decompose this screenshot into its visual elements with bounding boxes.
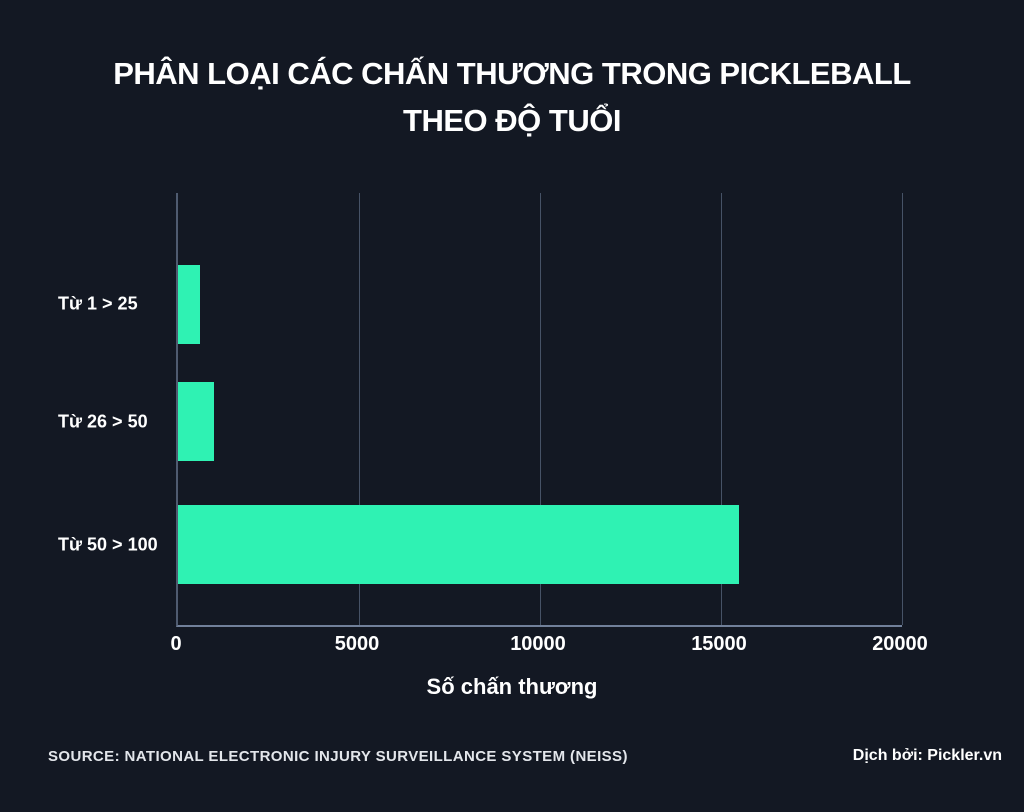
y-label-0: Từ 1 > 25 [58, 293, 138, 314]
gridline-x-10000 [539, 193, 541, 625]
bar-0 [178, 264, 200, 344]
y-label-2: Từ 50 > 100 [58, 534, 158, 555]
x-tick-label-20000: 20000 [872, 633, 928, 655]
x-tick-label-0: 0 [170, 633, 182, 655]
y-label-1: Từ 26 > 50 [58, 411, 148, 432]
chart-title-line2: THEO ĐỘ TUỔI [403, 103, 621, 138]
chart-title: PHÂN LOẠI CÁC CHẤN THƯƠNG TRONG PICKLEBA… [0, 50, 1024, 144]
bar-1 [178, 382, 215, 462]
gridline-x-5000 [358, 193, 360, 625]
bar-2 [178, 505, 740, 585]
x-axis-ticks: 0 5000 10000 15000 20000 [170, 633, 927, 659]
source-text: SOURCE: NATIONAL ELECTRONIC INJURY SURVE… [48, 748, 628, 765]
credit-text: Dịch bởi: Pickler.vn [852, 747, 1002, 764]
x-tick-label-15000: 15000 [691, 633, 747, 655]
x-axis-title: Số chấn thương [426, 674, 598, 699]
x-tick-label-10000: 10000 [510, 633, 566, 655]
x-tick-label-5000: 5000 [334, 633, 380, 655]
chart-title-line1: PHÂN LOẠI CÁC CHẤN THƯƠNG TRONG PICKLEBA… [113, 56, 911, 91]
gridline-x-15000 [720, 193, 722, 625]
gridline-x-20000 [901, 193, 903, 625]
y-axis-labels: Từ 1 > 25 Từ 26 > 50 Từ 50 > 100 [58, 193, 176, 625]
plot-area [176, 193, 903, 627]
